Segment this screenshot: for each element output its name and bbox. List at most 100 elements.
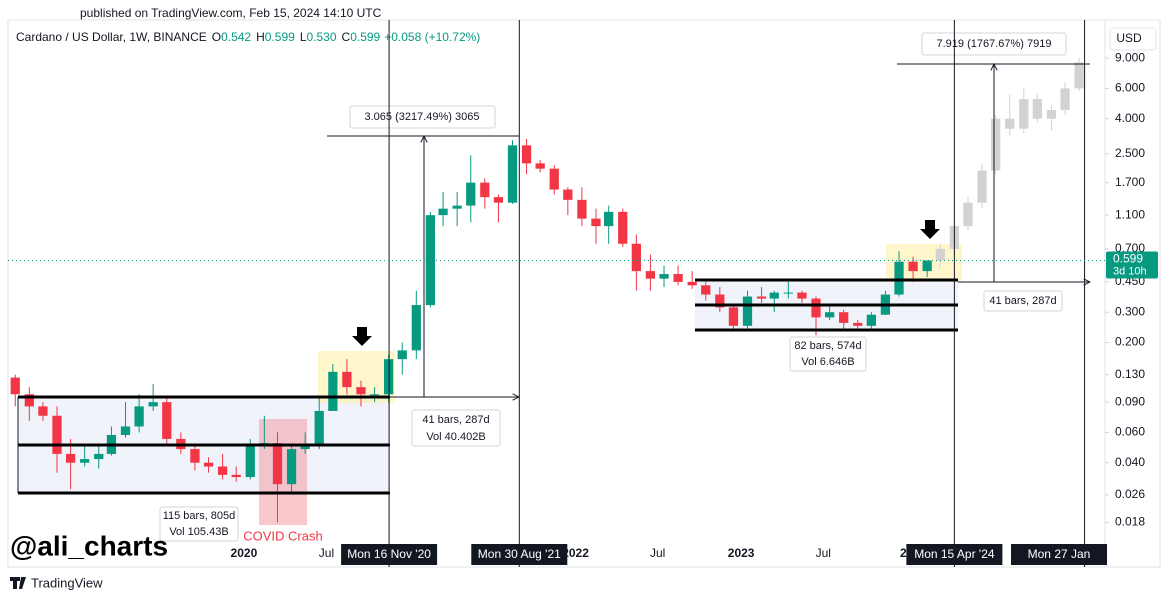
watermark: @ali_charts — [10, 530, 168, 561]
bars-label: 82 bars, 574d — [794, 340, 861, 352]
candle-body — [977, 170, 987, 203]
label-box — [349, 105, 496, 129]
price-tag — [1106, 251, 1158, 279]
bars-label: 41 bars, 287d — [422, 414, 489, 426]
candle-body — [411, 305, 421, 351]
candle-body — [756, 296, 767, 299]
y-tick-label: 9.000 — [1115, 50, 1145, 64]
candle-body — [231, 474, 241, 478]
down-arrow-icon — [352, 327, 372, 346]
marker-label: Mon 16 Nov '20 — [347, 547, 431, 561]
y-tick-label: 1.700 — [1115, 175, 1145, 189]
logo-text: TradingView — [31, 575, 103, 590]
candle-body — [563, 189, 573, 200]
legend-key: H — [256, 30, 265, 44]
y-tick-label: 0.200 — [1115, 335, 1145, 349]
candle-body — [991, 118, 1001, 171]
candle-body — [797, 292, 807, 299]
marker-label: Mon 15 Apr '24 — [914, 547, 995, 561]
symbol: Cardano / US Dollar, 1W, BINANCE — [16, 30, 207, 44]
symbol-title: Cardano / US Dollar, 1W, BINANCE O0.542 H0… — [16, 30, 480, 44]
candle-body — [824, 312, 835, 318]
legend-value: 0.530 — [307, 30, 337, 44]
candle-body — [894, 261, 904, 295]
candle-body — [245, 446, 255, 478]
candle-body — [217, 466, 228, 475]
candle-body — [673, 274, 683, 282]
x-tick-label: Jul — [650, 546, 665, 560]
candle-body — [659, 274, 669, 279]
candle-body — [935, 248, 945, 261]
y-tick-label: 4.000 — [1115, 111, 1145, 125]
candle-body — [369, 394, 380, 396]
candle-body — [148, 402, 158, 407]
candle-body — [922, 260, 932, 272]
chart-frame — [7, 19, 1161, 568]
legend-key: L — [300, 30, 307, 44]
y-tick-label: 0.300 — [1115, 304, 1145, 318]
label-box — [159, 506, 239, 542]
y-tick-label: 2.500 — [1115, 146, 1145, 160]
candle-body — [645, 271, 656, 279]
legend-key: O — [212, 30, 221, 44]
candle-body — [24, 394, 34, 407]
measure-label: 7.919 (1767.67%) 7919 — [937, 38, 1052, 50]
candle-body — [715, 294, 725, 308]
y-tick-label: 0.026 — [1115, 487, 1145, 501]
candle-body — [811, 298, 821, 318]
candle-body — [742, 296, 753, 326]
candle-body — [425, 215, 436, 306]
measure-label: 3.065 (3217.49%) 3065 — [365, 111, 480, 123]
candle-body — [286, 449, 297, 485]
candle-body — [769, 292, 779, 299]
x-tick-label: Jul — [816, 546, 831, 560]
marker-label-box — [906, 544, 1003, 565]
x-tick-label: 2020 — [231, 546, 258, 560]
candle-body — [839, 312, 849, 323]
y-tick-label: 6.000 — [1115, 81, 1145, 95]
candle-body — [853, 322, 863, 326]
candle-body — [1060, 88, 1070, 110]
candle-body — [577, 199, 587, 219]
candle-body — [300, 446, 310, 450]
change: +0.058 (+10.72%) — [384, 30, 480, 44]
vol-label: Vol 40.402B — [426, 431, 485, 443]
candles — [10, 58, 1084, 523]
candle-body — [963, 202, 973, 227]
candle-body — [507, 145, 518, 203]
candle-body — [549, 168, 559, 190]
candle-body — [866, 314, 876, 326]
label-box — [411, 409, 501, 447]
candle-body — [783, 292, 793, 294]
marker-label-box — [341, 544, 438, 565]
candle-body — [591, 218, 601, 227]
candle-body — [120, 426, 131, 435]
vol-label: Vol 105.43B — [169, 526, 228, 538]
y-tick-label: 0.018 — [1115, 515, 1145, 529]
candle-body — [687, 281, 697, 286]
candle-body — [1032, 99, 1043, 119]
vol-label: Vol 6.646B — [801, 356, 854, 368]
legend-key: C — [342, 30, 351, 44]
candle-body — [701, 285, 711, 295]
annotations-back — [18, 244, 962, 525]
candle-body — [38, 406, 48, 416]
currency-box — [1109, 27, 1157, 51]
x-tick-label: 2023 — [728, 546, 755, 560]
logo-icon — [10, 577, 26, 589]
label-box — [921, 32, 1067, 56]
candle-body — [397, 350, 407, 360]
candle-body — [80, 459, 90, 463]
candle-body — [521, 145, 532, 164]
candle-body — [535, 163, 545, 169]
label-box — [789, 336, 867, 372]
y-tick-label: 1.100 — [1115, 207, 1145, 221]
candle-body — [631, 243, 641, 272]
bars-label: 41 bars, 287d — [989, 295, 1056, 307]
candle-body — [1046, 109, 1057, 119]
candle-body — [342, 371, 352, 388]
x-tick-label: Jul — [319, 546, 334, 560]
y-tick-label: 0.130 — [1115, 367, 1145, 381]
legend-value: 0.599 — [350, 30, 380, 44]
